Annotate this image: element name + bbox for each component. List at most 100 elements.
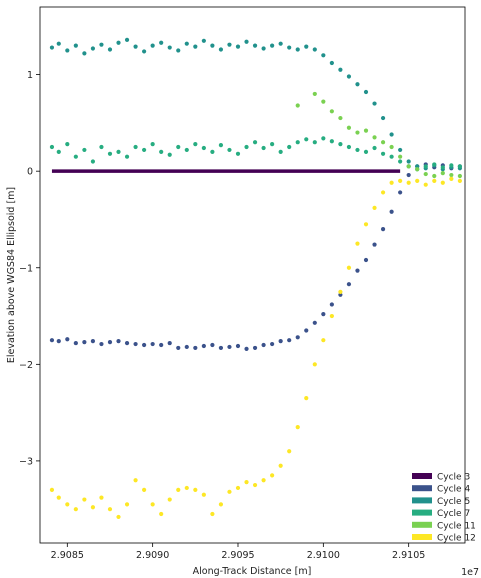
y-tick-label: −1 <box>19 263 33 274</box>
data-point <box>380 151 386 156</box>
data-point <box>107 507 113 512</box>
data-point <box>56 149 61 154</box>
data-point <box>252 43 258 48</box>
series-layer <box>49 37 462 520</box>
axis-layer: 2.9085 2.9090 2.9095 2.9100 2.9105 1 0 −1 −2 −3 <box>19 70 425 561</box>
data-point <box>415 164 420 169</box>
data-point <box>252 482 258 488</box>
data-point <box>176 487 181 492</box>
data-point <box>312 140 317 145</box>
data-point <box>372 205 377 210</box>
data-point <box>338 142 343 147</box>
y-tick-label: −3 <box>19 456 33 467</box>
data-point <box>278 463 283 468</box>
data-point <box>73 340 78 346</box>
data-point <box>107 340 113 345</box>
data-point <box>380 140 386 145</box>
legend-label: Cycle 7 <box>437 509 470 519</box>
legend-swatch <box>412 509 432 516</box>
data-point <box>287 144 292 150</box>
data-point <box>423 171 428 177</box>
legend-label: Cycle 5 <box>437 497 470 507</box>
data-point <box>82 51 87 56</box>
data-point <box>295 335 300 340</box>
legend-swatch <box>412 485 432 492</box>
data-point <box>270 341 275 347</box>
data-point <box>415 178 420 183</box>
data-point <box>142 147 147 153</box>
data-point <box>49 144 55 150</box>
data-point <box>355 241 360 246</box>
data-point <box>116 40 121 45</box>
data-point <box>235 343 241 349</box>
data-point <box>73 154 78 159</box>
legend: Cycle 3 Cycle 4 Cycle 5 Cycle 7 Cycle 11 Cycl… <box>412 473 476 544</box>
data-point <box>346 265 352 270</box>
data-point <box>193 345 198 351</box>
data-point <box>142 342 147 348</box>
data-point <box>389 180 394 185</box>
data-point <box>398 147 403 153</box>
data-point <box>99 495 104 500</box>
data-point <box>304 396 309 401</box>
data-point <box>227 489 232 494</box>
data-point <box>184 41 189 46</box>
data-point <box>338 115 343 121</box>
data-point <box>159 149 164 154</box>
data-point <box>389 209 394 214</box>
data-point <box>244 346 249 351</box>
data-point <box>346 125 352 130</box>
data-point <box>56 339 61 344</box>
data-point <box>261 46 266 51</box>
legend-swatch <box>412 497 432 504</box>
data-point <box>49 45 55 50</box>
data-point <box>278 41 283 46</box>
data-point <box>210 511 215 517</box>
x-offset-label: 1e7 <box>461 567 479 578</box>
data-point <box>406 172 411 178</box>
legend-swatch <box>412 534 432 540</box>
data-point <box>252 345 258 351</box>
data-point <box>398 154 403 159</box>
data-point <box>355 147 360 153</box>
data-point <box>321 136 326 141</box>
data-point <box>167 45 172 50</box>
data-point <box>338 67 343 72</box>
data-point <box>227 42 232 47</box>
data-point <box>415 167 420 172</box>
data-point <box>201 38 206 43</box>
data-point <box>193 142 198 147</box>
data-point <box>380 190 386 195</box>
legend-label: Cycle 12 <box>437 534 476 544</box>
data-point <box>449 176 454 182</box>
data-point <box>82 497 87 502</box>
data-point <box>440 180 445 185</box>
data-point <box>184 485 189 491</box>
data-point <box>124 502 130 507</box>
data-point <box>346 282 352 287</box>
data-point <box>124 37 130 42</box>
data-point <box>210 149 215 154</box>
series-cycle-11 <box>295 91 462 179</box>
data-point <box>261 145 266 151</box>
data-point <box>270 473 275 478</box>
data-point <box>304 137 309 142</box>
data-point <box>423 164 428 169</box>
data-point <box>321 338 326 343</box>
data-point <box>49 487 55 492</box>
y-axis-label: Elevation above WGS84 Ellipsoid [m] <box>6 187 17 363</box>
data-point <box>287 449 292 454</box>
data-point <box>184 147 189 153</box>
data-point <box>218 47 224 52</box>
data-point <box>210 43 215 48</box>
data-point <box>176 345 181 351</box>
data-point <box>73 507 78 512</box>
x-tick-label: 2.9095 <box>221 550 254 561</box>
data-point <box>90 505 96 510</box>
y-tick-label: −2 <box>19 360 33 371</box>
data-point <box>150 43 155 48</box>
data-point <box>312 362 317 367</box>
data-point <box>380 115 386 121</box>
data-point <box>312 91 317 97</box>
data-point <box>363 149 369 154</box>
